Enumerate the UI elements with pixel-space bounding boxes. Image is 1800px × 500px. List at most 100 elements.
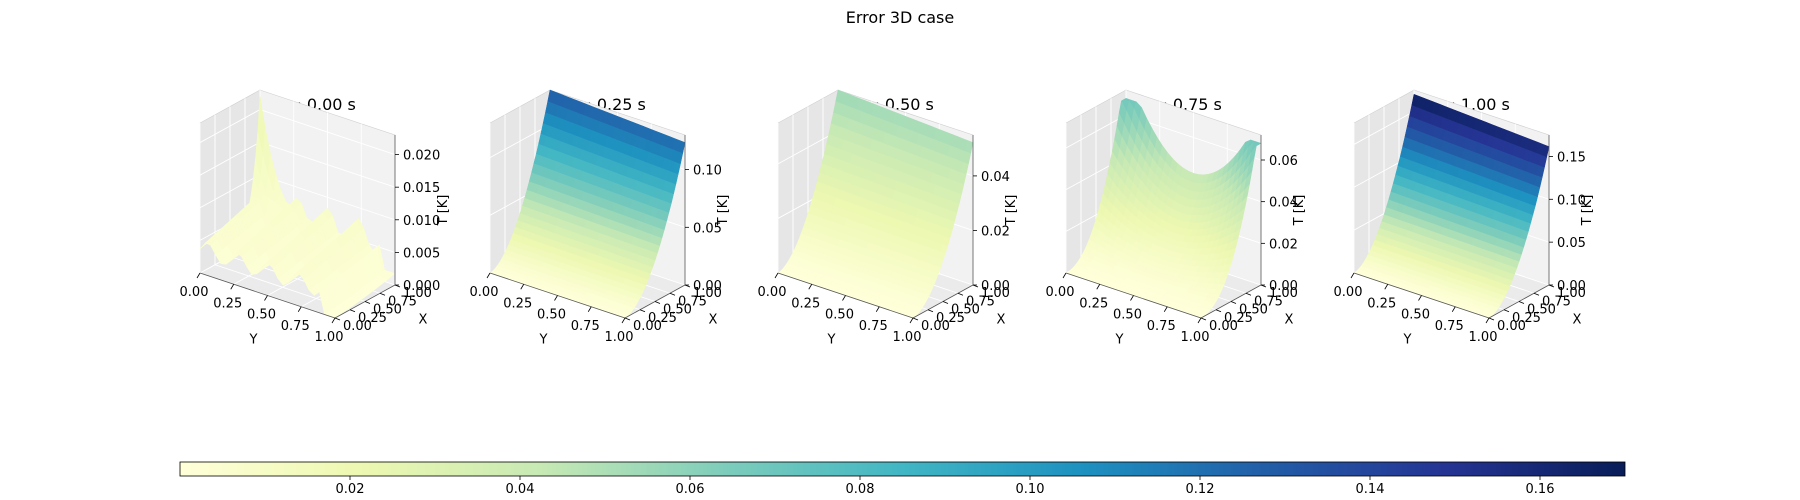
y-tick-label: 0.25 <box>503 296 532 311</box>
z-axis-label: T [K] <box>436 195 451 227</box>
y-tick-label: 1.00 <box>893 330 922 345</box>
x-tick-label: 0.50 <box>1239 303 1268 318</box>
z-axis-label: T [K] <box>1004 195 1019 227</box>
x-tick-label: 1.00 <box>1557 286 1586 301</box>
y-tick-label: 0.00 <box>1334 285 1363 300</box>
z-tick-label: 0.00 <box>1557 279 1586 294</box>
y-tick-label: 0.50 <box>247 308 276 323</box>
z-tick-label: 0.10 <box>693 164 722 179</box>
z-tick-label: 0.04 <box>981 170 1010 185</box>
y-axis-label: Y <box>539 333 548 348</box>
x-axis-label: X <box>997 313 1006 328</box>
y-tick-label: 1.00 <box>315 330 344 345</box>
x-tick-label: 0.25 <box>358 311 387 326</box>
z-axis-label: T [K] <box>1292 195 1307 227</box>
z-axis-label: T [K] <box>716 195 731 227</box>
z-tick-label: 0.05 <box>1557 236 1586 251</box>
y-tick-label: 1.00 <box>1469 330 1498 345</box>
y-tick-label: 0.00 <box>758 285 787 300</box>
y-tick-label: 0.25 <box>1079 296 1108 311</box>
x-tick-label: 0.75 <box>966 294 995 309</box>
y-tick-label: 0.50 <box>537 308 566 323</box>
y-tick-label: 0.25 <box>791 296 820 311</box>
z-tick-label: 0.005 <box>403 246 440 261</box>
x-axis-label: X <box>419 313 428 328</box>
colorbar-tick-label: 0.16 <box>1526 482 1555 497</box>
x-axis-label: X <box>1285 313 1294 328</box>
x-tick-label: 0.75 <box>1542 294 1571 309</box>
x-tick-label: 0.50 <box>373 303 402 318</box>
y-tick-label: 0.75 <box>281 319 310 334</box>
z-tick-label: 0.000 <box>403 279 440 294</box>
y-tick-label: 0.75 <box>571 319 600 334</box>
z-tick-label: 0.15 <box>1557 150 1586 165</box>
subplot-4: Time = 0.75 s0.000.250.500.751.00Y0.000.… <box>1046 89 1307 348</box>
z-tick-label: 0.00 <box>1269 279 1298 294</box>
z-tick-label: 0.06 <box>1269 154 1298 169</box>
colorbar-tick-label: 0.04 <box>506 482 535 497</box>
z-tick-label: 0.00 <box>693 279 722 294</box>
colorbar-tick-label: 0.14 <box>1356 482 1385 497</box>
colorbar-tick-label: 0.12 <box>1186 482 1215 497</box>
y-tick-label: 0.50 <box>1401 308 1430 323</box>
y-tick-label: 0.50 <box>1113 308 1142 323</box>
z-tick-label: 0.010 <box>403 214 440 229</box>
y-tick-label: 0.75 <box>1435 319 1464 334</box>
x-tick-label: 1.00 <box>693 286 722 301</box>
subplots: Time = 0.00 s0.000.250.500.751.00Y0.000.… <box>180 89 1595 348</box>
surface <box>1353 93 1550 319</box>
z-axis-label: T [K] <box>1580 195 1595 227</box>
colorbar-tick-label: 0.02 <box>336 482 365 497</box>
x-tick-label: 1.00 <box>403 286 432 301</box>
colorbar-ticks: 0.02 0.04 0.06 0.08 0.10 0.12 0.14 0.16 <box>336 476 1555 497</box>
z-tick-label: 0.020 <box>403 149 440 164</box>
y-tick-label: 0.25 <box>213 296 242 311</box>
surface <box>489 89 686 319</box>
z-tick-label: 0.02 <box>981 224 1010 239</box>
z-tick-label: 0.02 <box>1269 237 1298 252</box>
figure-suptitle: Error 3D case <box>846 8 954 27</box>
z-tick-label: 0.015 <box>403 181 440 196</box>
y-tick-label: 0.75 <box>1147 319 1176 334</box>
y-tick-label: 0.00 <box>470 285 499 300</box>
x-tick-label: 0.50 <box>663 303 692 318</box>
y-axis-label: Y <box>1403 333 1412 348</box>
x-tick-label: 0.25 <box>936 311 965 326</box>
x-tick-label: 1.00 <box>981 286 1010 301</box>
y-tick-label: 0.75 <box>859 319 888 334</box>
y-tick-label: 0.50 <box>825 308 854 323</box>
y-tick-label: 0.25 <box>1367 296 1396 311</box>
x-tick-label: 0.00 <box>921 319 950 334</box>
z-tick-label: 0.04 <box>1269 196 1298 211</box>
z-tick-label: 0.05 <box>693 221 722 236</box>
x-tick-label: 0.75 <box>388 294 417 309</box>
colorbar-tick-label: 0.08 <box>846 482 875 497</box>
y-tick-label: 0.00 <box>180 285 209 300</box>
x-tick-label: 0.25 <box>1224 311 1253 326</box>
x-tick-label: 1.00 <box>1269 286 1298 301</box>
subplot-2: Time = 0.25 s0.000.250.500.751.00Y0.000.… <box>470 89 731 348</box>
x-tick-label: 0.25 <box>1512 311 1541 326</box>
x-tick-label: 0.00 <box>1497 319 1526 334</box>
colorbar-tick-label: 0.10 <box>1016 482 1045 497</box>
surface <box>777 89 974 319</box>
surface <box>1065 98 1262 319</box>
x-tick-label: 0.25 <box>648 311 677 326</box>
subplot-1: Time = 0.00 s0.000.250.500.751.00Y0.000.… <box>180 89 451 348</box>
x-tick-label: 0.50 <box>951 303 980 318</box>
y-tick-label: 1.00 <box>1181 330 1210 345</box>
z-tick-label: 0.10 <box>1557 193 1586 208</box>
subplot-5: Time = 1.00 s0.000.250.500.751.00Y0.000.… <box>1334 89 1595 348</box>
colorbar-tick-label: 0.06 <box>676 482 705 497</box>
colorbar-gradient <box>179 461 1626 477</box>
y-axis-label: Y <box>827 333 836 348</box>
z-tick-label: 0.00 <box>981 279 1010 294</box>
x-axis-label: X <box>709 313 718 328</box>
y-axis-label: Y <box>1115 333 1124 348</box>
x-tick-label: 0.00 <box>343 319 372 334</box>
colorbar: 0.02 0.04 0.06 0.08 0.10 0.12 0.14 0.16 <box>179 461 1626 497</box>
x-tick-label: 0.00 <box>633 319 662 334</box>
x-tick-label: 0.50 <box>1527 303 1556 318</box>
y-tick-label: 0.00 <box>1046 285 1075 300</box>
x-tick-label: 0.00 <box>1209 319 1238 334</box>
